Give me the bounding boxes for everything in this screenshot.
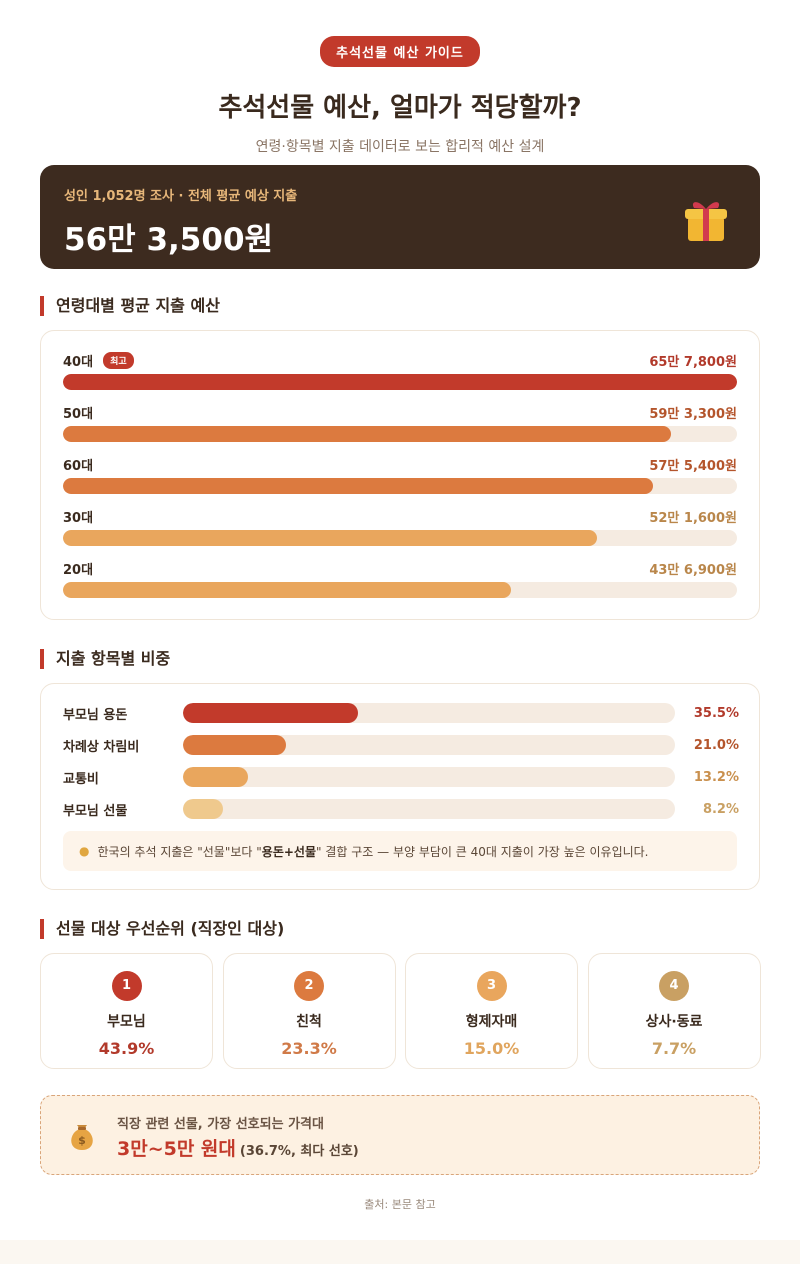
category-bar-row: 차례상 차림비 21.0% <box>63 735 739 755</box>
priority-card: 1 부모님 43.9% <box>40 953 213 1069</box>
age-bar-track <box>63 426 737 442</box>
age-bar <box>63 426 671 442</box>
priority-card: 4 상사·동료 7.7% <box>587 953 761 1069</box>
preferred-price-box: $ 직장 관련 선물, 가장 선호되는 가격대 3만~5만 원대 (36.7%, … <box>40 1095 760 1175</box>
age-bar <box>63 478 653 494</box>
preferred-price-label: 직장 관련 선물, 가장 선호되는 가격대 <box>117 1117 324 1132</box>
priority-section-title: 선물 대상 우선순위 (직장인 대상) <box>40 919 284 939</box>
age-bar-label: 30대 <box>63 507 93 526</box>
source-note: 출처: 본문 참고 <box>364 1198 436 1211</box>
age-bar-row: 30대 52만 1,600원 <box>63 507 737 546</box>
age-bar-label-text: 50대 <box>63 406 94 422</box>
age-bar-value-label: 59만 3,300원 <box>649 406 737 422</box>
age-bar-value-label: 57만 5,400원 <box>649 458 737 474</box>
category-bar-label: 교통비 <box>63 771 99 787</box>
age-bar-row: 40대 최고 65만 7,800원 <box>63 351 737 390</box>
category-bar-track <box>183 703 675 723</box>
rank-number-badge: 3 <box>476 971 507 1001</box>
category-bar-value-label: 13.2% <box>693 769 739 785</box>
priority-target-percent: 23.3% <box>281 1039 337 1058</box>
age-bar <box>63 582 511 598</box>
age-bar-value-label: 65만 7,800원 <box>649 354 737 370</box>
age-bar-track <box>63 530 737 546</box>
age-bar-label: 20대 <box>63 559 93 578</box>
age-bar-label-text: 40대 <box>63 354 94 370</box>
age-bar-label: 40대 최고 <box>63 351 134 370</box>
category-bar-label: 차례상 차림비 <box>63 739 140 755</box>
category-bar <box>183 703 358 723</box>
age-bar-label-text: 30대 <box>63 510 94 526</box>
age-bar-track <box>63 582 737 598</box>
age-chart-card: 40대 최고 65만 7,800원 50대 59만 3,300원 60대 57만 5,400… <box>40 330 760 620</box>
rank-number-badge: 1 <box>111 971 142 1001</box>
top-badge: 최고 <box>103 351 134 369</box>
category-bar <box>183 735 287 755</box>
age-bar-label-text: 20대 <box>63 562 94 578</box>
category-bar-label: 부모님 선물 <box>63 803 128 819</box>
age-bar-track <box>63 478 737 494</box>
age-bar <box>63 374 737 390</box>
lightbulb-icon: ● <box>79 844 90 858</box>
page-subtitle: 연령·항목별 지출 데이터로 보는 합리적 예산 설계 <box>255 139 545 155</box>
header: 추석선물 예산 가이드 추석선물 예산, 얼마가 적당할까? 연령·항목별 지출… <box>0 0 800 156</box>
category-bar-label: 부모님 용돈 <box>63 707 128 723</box>
preferred-price-value: 3만~5만 원대 (36.7%, 최다 선호) <box>117 1138 359 1160</box>
priority-target-name: 부모님 <box>107 1014 146 1030</box>
money-bag-icon: $ <box>71 1125 93 1150</box>
gift-icon <box>685 202 727 241</box>
age-bar-value-label: 43만 6,900원 <box>649 562 737 578</box>
page-title: 추석선물 예산, 얼마가 적당할까? <box>218 93 582 123</box>
total-spend-value: 56만 3,500원 <box>64 222 274 258</box>
category-bar-value-label: 35.5% <box>693 705 739 721</box>
age-bar-row: 50대 59만 3,300원 <box>63 403 737 442</box>
priority-card: 3 형제자매 15.0% <box>405 953 578 1069</box>
age-bar-label: 60대 <box>63 455 93 474</box>
priority-target-percent: 43.9% <box>98 1039 155 1058</box>
category-bar-track <box>183 735 675 755</box>
category-bar-row: 부모님 용돈 35.5% <box>63 703 739 723</box>
category-bar-row: 교통비 13.2% <box>63 767 739 787</box>
priority-target-name: 형제자매 <box>465 1014 518 1030</box>
age-bar-label: 50대 <box>63 403 93 422</box>
total-spend-card: 성인 1,052명 조사 · 전체 평균 예상 지출 56만 3,500원 <box>40 165 760 269</box>
age-bar-value-label: 52만 1,600원 <box>649 510 737 526</box>
insight-note: ● 한국의 추석 지출은 "선물"보다 "용돈+선물" 결합 구조 — 부양 부… <box>63 831 737 871</box>
total-spend-label: 성인 1,052명 조사 · 전체 평균 예상 지출 <box>64 189 298 204</box>
priority-target-percent: 15.0% <box>463 1039 520 1058</box>
age-section-title: 연령대별 평균 지출 예산 <box>40 296 220 316</box>
category-bar <box>183 767 248 787</box>
category-bar-track <box>183 799 675 819</box>
age-bar-row: 60대 57만 5,400원 <box>63 455 737 494</box>
rank-number-badge: 4 <box>659 971 689 1001</box>
age-bar-row: 20대 43만 6,900원 <box>63 559 737 598</box>
category-bar <box>183 799 224 819</box>
category-bar-value-label: 21.0% <box>693 737 739 753</box>
priority-target-name: 친척 <box>296 1014 322 1030</box>
svg-text:$: $ <box>78 1134 86 1147</box>
preferred-price-note: (36.7%, 최다 선호) <box>239 1144 359 1159</box>
category-chart-card: 부모님 용돈 35.5% 차례상 차림비 21.0% 교통비 13.2% 부모님 선물 8.2… <box>40 683 760 890</box>
priority-target-name: 상사·동료 <box>645 1014 703 1030</box>
category-bar-value-label: 8.2% <box>702 801 739 817</box>
priority-card: 2 친척 23.3% <box>222 953 396 1069</box>
guide-pill: 추석선물 예산 가이드 <box>320 36 480 67</box>
category-section-title: 지출 항목별 비중 <box>40 649 170 669</box>
rank-number-badge: 2 <box>294 971 324 1001</box>
category-bar-row: 부모님 선물 8.2% <box>63 799 739 819</box>
age-bar <box>63 530 598 546</box>
category-bar-track <box>183 767 675 787</box>
priority-target-percent: 7.7% <box>651 1039 697 1058</box>
insight-note-text: 한국의 추석 지출은 "선물"보다 "용돈+선물" 결합 구조 — 부양 부담이… <box>97 844 649 859</box>
age-bar-track <box>63 374 737 390</box>
age-bar-label-text: 60대 <box>63 458 94 474</box>
